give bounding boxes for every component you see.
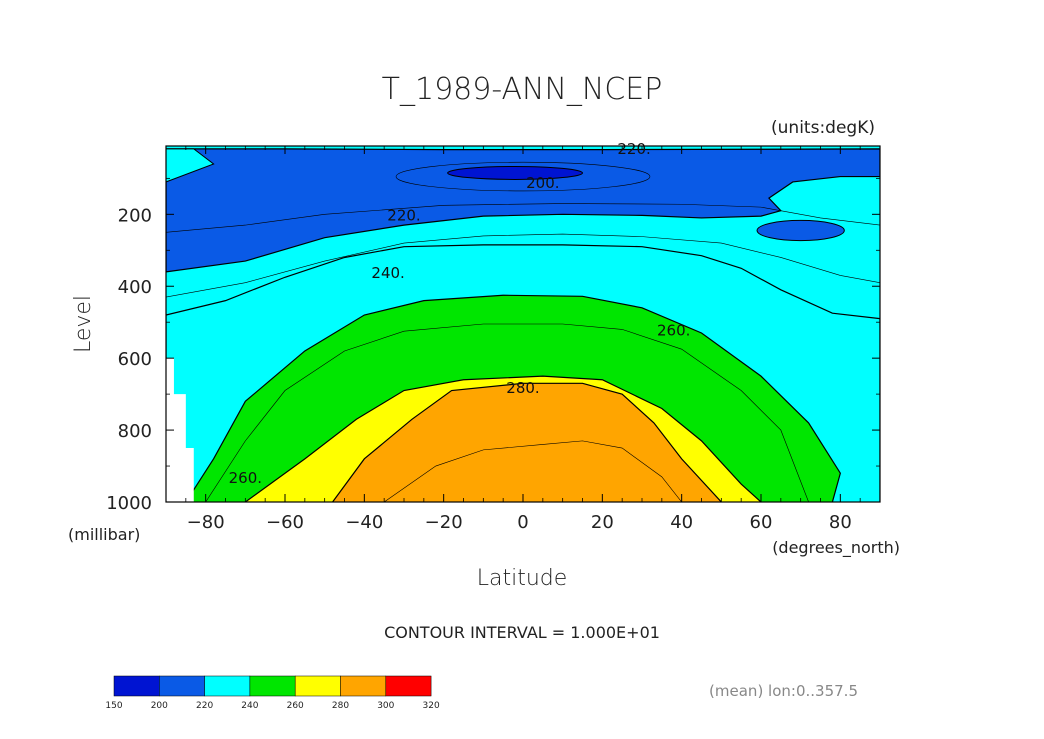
contour-interval-text: CONTOUR INTERVAL = 1.000E+01 [384, 623, 660, 642]
x-tick-label: −80 [187, 512, 225, 533]
y-tick-label: 200 [118, 205, 152, 226]
x-axis-label: Latitude [477, 566, 568, 591]
contour-label: 260. [657, 321, 690, 339]
x-tick-label: −20 [425, 512, 463, 533]
x-units-label: (degrees_north) [772, 538, 900, 558]
y-tick-label: 800 [118, 421, 152, 442]
x-tick-label: −40 [345, 512, 383, 533]
legend-label: 200 [151, 701, 168, 711]
legend-label: 320 [423, 701, 440, 711]
x-tick-label: 0 [517, 512, 528, 533]
y-tick-label: 400 [118, 277, 152, 298]
x-tick-label: 60 [750, 512, 773, 533]
footnote: (mean) lon:0..357.5 [709, 682, 858, 700]
plot-area [166, 146, 880, 502]
band-280-300 [332, 382, 722, 502]
legend-label: 220 [196, 701, 213, 711]
y-axis-label: Level [71, 295, 96, 353]
legend-swatch [294, 675, 341, 697]
contour-210-ring [395, 161, 651, 192]
x-tick-label: 40 [670, 512, 693, 533]
legend-swatch [249, 675, 296, 697]
y-tick-label: 600 [118, 349, 152, 370]
core-below-200 [447, 165, 583, 180]
x-tick-label: 80 [829, 512, 852, 533]
blob-right-200-220 [756, 219, 845, 242]
contour-210 [166, 203, 880, 233]
missing-data-region [166, 358, 194, 502]
contour-250 [205, 323, 809, 502]
units-label: (units:degK) [771, 118, 875, 138]
axis-ticks: −80 −60 −40 −20 0 20 40 60 80 200 400 600 800 1000 [106, 146, 880, 533]
y-units-label: (millibar) [68, 525, 140, 544]
contour-labels: 220. 200. 220. 240. 260. 280. 260. [229, 140, 691, 487]
x-tick-label: −60 [266, 512, 304, 533]
contour-label: 220. [617, 140, 650, 158]
legend-label: 280 [332, 701, 349, 711]
chart-title: T_1989-ANN_NCEP [382, 72, 663, 107]
color-legend: 150 200 220 240 260 280 300 320 [105, 675, 440, 711]
legend-swatch [385, 675, 432, 697]
legend-swatch [159, 675, 205, 697]
legend-swatch [113, 675, 160, 697]
x-tick-label: 20 [591, 512, 614, 533]
contour-label: 280. [506, 379, 539, 397]
legend-swatch [340, 675, 387, 697]
contour-label: 240. [371, 264, 404, 282]
legend-label: 300 [377, 701, 394, 711]
contour-label: 220. [387, 206, 420, 224]
missing-area [166, 358, 194, 502]
contour-label: 200. [526, 174, 559, 192]
legend-swatch [204, 675, 251, 697]
y-tick-label: 1000 [106, 493, 152, 514]
contour-230 [166, 233, 880, 298]
contour-290 [383, 440, 682, 502]
legend-label: 240 [241, 701, 258, 711]
contour-label: 260. [229, 469, 262, 487]
legend-label: 260 [287, 701, 304, 711]
band-notch-220-240 [166, 148, 215, 183]
legend-label: 150 [105, 701, 122, 711]
